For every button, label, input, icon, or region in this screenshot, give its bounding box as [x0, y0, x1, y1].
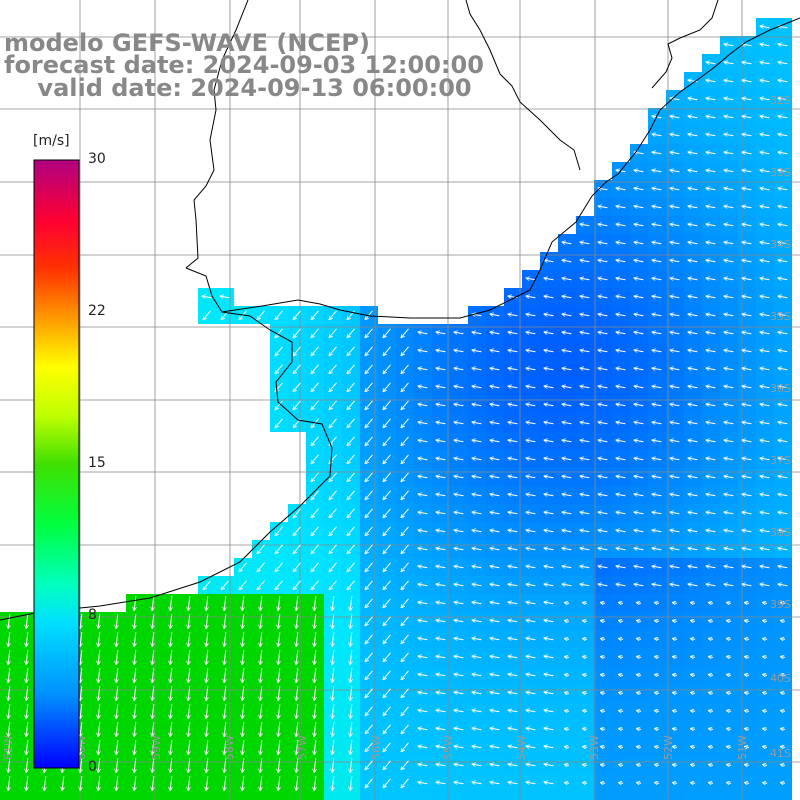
field-cell	[234, 792, 252, 800]
field-cell	[756, 792, 774, 800]
field-cell	[144, 792, 162, 800]
field-cell	[198, 792, 216, 800]
lon-label: 58W	[223, 735, 236, 760]
field-cell	[288, 792, 306, 800]
field-cell	[666, 792, 684, 800]
field-cell	[252, 792, 270, 800]
field-cell	[306, 792, 324, 800]
field-cell	[378, 792, 396, 800]
field-cell	[558, 792, 576, 800]
lon-label: 52W	[662, 735, 675, 760]
field-cell	[576, 792, 594, 800]
field-cell	[594, 792, 612, 800]
lon-label: 55W	[442, 735, 455, 760]
field-cell	[270, 792, 288, 800]
colorbar	[33, 159, 80, 769]
colorbar-tick-15: 15	[88, 455, 106, 471]
field-cell	[684, 792, 702, 800]
lat-label: 40S	[770, 672, 791, 685]
lat-label: 33S	[770, 166, 791, 179]
field-cell	[630, 792, 648, 800]
field-cell	[0, 792, 18, 800]
colorbar-tick-8: 8	[88, 607, 97, 623]
field-cell	[216, 792, 234, 800]
colorbar-tick-0: 0	[88, 759, 97, 775]
lat-label: 35S	[770, 310, 791, 323]
lon-label: 57W	[296, 735, 309, 760]
field-cell	[720, 792, 738, 800]
lat-label: 41S	[770, 747, 791, 760]
field-cell	[54, 792, 72, 800]
field-cell	[414, 792, 432, 800]
field-cell	[18, 792, 36, 800]
lat-label: 34S	[770, 238, 791, 251]
field-cell	[90, 792, 108, 800]
field-cell	[324, 792, 342, 800]
lon-label: 54W	[515, 735, 528, 760]
field-cell	[522, 792, 540, 800]
field-cell	[612, 792, 630, 800]
lon-label: 56W	[370, 735, 383, 760]
field-cell	[180, 792, 198, 800]
coastline-lagoon	[465, 0, 581, 171]
field-cell	[72, 792, 90, 800]
colorbar-unit: [m/s]	[33, 133, 70, 149]
field-cell	[468, 792, 486, 800]
field-cell	[702, 792, 720, 800]
colorbar-tick-22: 22	[88, 303, 106, 319]
field-cell	[486, 792, 504, 800]
lon-label: 53W	[588, 735, 601, 760]
lon-label: 59W	[150, 735, 163, 760]
lon-label: 61W	[2, 735, 15, 760]
lat-label: 37S	[770, 454, 791, 467]
field-cell	[450, 792, 468, 800]
field-cell	[36, 792, 54, 800]
lat-label: 36S	[770, 382, 791, 395]
colorbar-tick-30: 30	[88, 151, 106, 167]
field-cell	[162, 792, 180, 800]
lat-label: 32S	[770, 94, 791, 107]
wind-speed-field	[0, 18, 792, 800]
field-cell	[342, 792, 360, 800]
field-cell	[738, 792, 756, 800]
field-cell	[504, 792, 522, 800]
field-cell	[432, 792, 450, 800]
field-cell	[648, 792, 666, 800]
lat-label: 39S	[770, 598, 791, 611]
field-cell	[108, 792, 126, 800]
field-cell	[774, 792, 792, 800]
field-cell	[540, 792, 558, 800]
lon-label: 51W	[736, 735, 749, 760]
title-valid-date: valid date: 2024-09-13 06:00:00	[4, 74, 472, 102]
field-cell	[396, 792, 414, 800]
field-cell	[126, 792, 144, 800]
lat-label: 38S	[770, 526, 791, 539]
